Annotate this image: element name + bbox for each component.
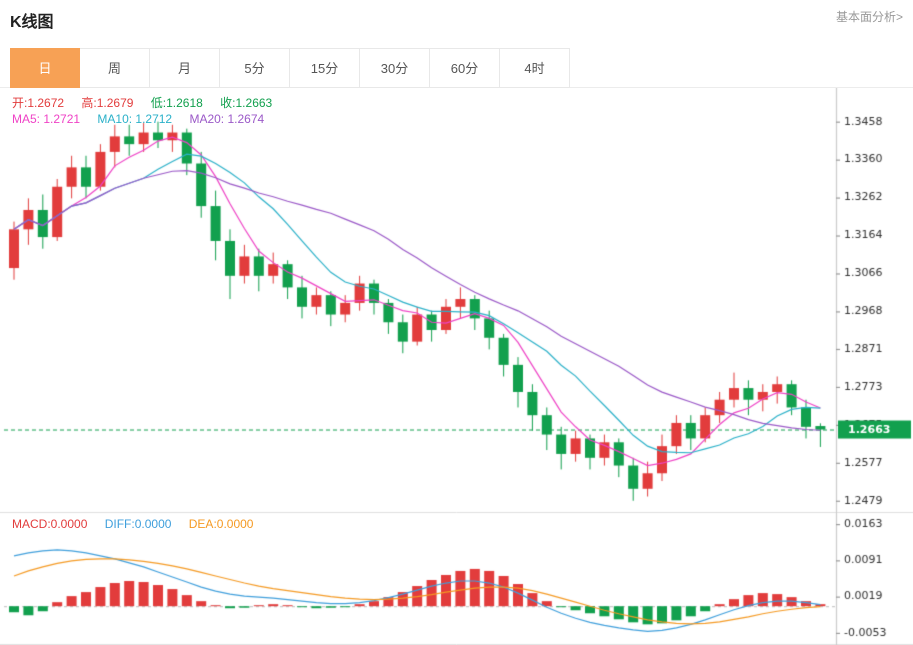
page-title: K线图 xyxy=(10,14,54,31)
interval-tab-bar: 日 周 月 5分 15分 30分 60分 4时 xyxy=(0,48,913,88)
tab-week[interactable]: 周 xyxy=(80,48,150,88)
tab-15min[interactable]: 15分 xyxy=(290,48,360,88)
tab-day[interactable]: 日 xyxy=(10,48,80,88)
tab-month[interactable]: 月 xyxy=(150,48,220,88)
tab-4hour[interactable]: 4时 xyxy=(500,48,570,88)
kline-chart-canvas[interactable] xyxy=(0,88,913,645)
tab-30min[interactable]: 30分 xyxy=(360,48,430,88)
tab-5min[interactable]: 5分 xyxy=(220,48,290,88)
fundamental-analysis-link[interactable]: 基本面分析> xyxy=(835,10,903,24)
header: K线图 基本面分析> xyxy=(0,0,913,48)
tab-60min[interactable]: 60分 xyxy=(430,48,500,88)
